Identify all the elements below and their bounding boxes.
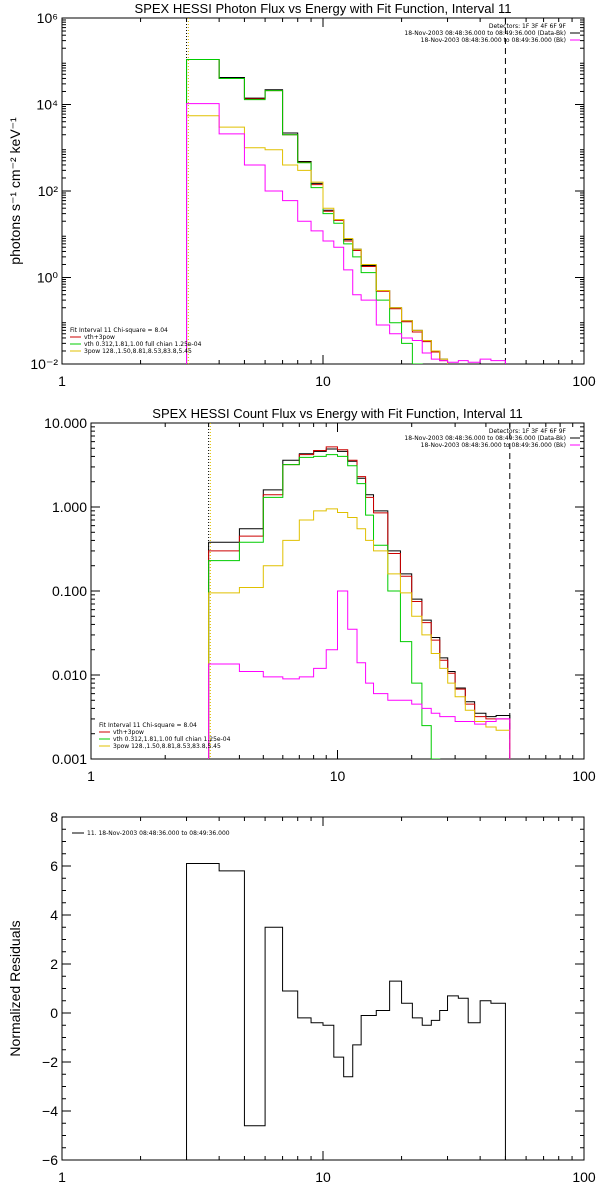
legend-entry: 18-Nov-2003 08:48:36.000 to 08:49:36.000…: [404, 30, 566, 37]
y-tick-label: −4: [42, 1103, 58, 1119]
series-4-line: [208, 590, 511, 759]
y-tick-label: 10⁶: [37, 10, 58, 26]
legend-entry: 11. 18-Nov-2003 08:48:36.000 to 08:49:36…: [87, 830, 230, 837]
legend-entry: 18-Nov-2003 08:48:36.000 to 08:49:36.000…: [421, 442, 566, 449]
y-tick-label: −6: [42, 1152, 58, 1168]
count-flux-panel: SPEX HESSI Count Flux vs Energy with Fit…: [44, 406, 596, 784]
series-3-line: [208, 508, 511, 759]
x-tick-label: 10: [315, 373, 331, 389]
series-3-line: [186, 115, 449, 364]
y-tick-label: 6: [50, 858, 58, 874]
photon-flux-panel: SPEX HESSI Photon Flux vs Energy with Fi…: [7, 1, 596, 389]
chart-title: SPEX HESSI Photon Flux vs Energy with Fi…: [135, 1, 512, 16]
fit-legend-entry: vth 0.312,1.81,1.00 full chian 1.25e-04: [113, 736, 231, 743]
y-tick-label: 0.010: [52, 667, 87, 683]
x-tick-label: 1: [58, 1169, 66, 1185]
x-tick-label: 10: [315, 1169, 331, 1185]
fit-legend-entry: vth+3pow: [113, 729, 144, 736]
y-axis-label: Normalized Residuals: [7, 920, 23, 1056]
fit-legend-entry: vth+3pow: [84, 334, 115, 341]
chart-title: SPEX HESSI Count Flux vs Energy with Fit…: [152, 406, 522, 421]
y-tick-label: 10⁴: [36, 97, 58, 113]
fit-legend-entry: 3pow 128.,1.50,8.81,8.53,83.8,5.45: [113, 743, 221, 750]
series-0-line: [208, 448, 511, 759]
series-2-line: [186, 58, 423, 364]
y-tick-label: 8: [50, 809, 58, 825]
series-1-line: [186, 58, 449, 364]
fit-legend-entry: Fit Interval 11 Chi-square = 8.04: [99, 722, 197, 729]
x-tick-label: 10: [330, 768, 346, 784]
series-0-line: [186, 863, 506, 1160]
legend-entry: 18-Nov-2003 08:48:36.000 to 08:49:36.000…: [404, 435, 566, 442]
y-tick-label: 10.000: [44, 415, 87, 431]
legend-entry: Detectors: 1F 3F 4F 6F 9F: [489, 23, 567, 30]
series-1-line: [208, 446, 511, 759]
y-tick-label: 10⁻²: [30, 356, 58, 372]
residuals-panel: Normalized Residuals 1 10 100 −6 −4 −2 0 2 4 6 8 11.…: [7, 809, 596, 1185]
series-2-line: [208, 454, 441, 759]
y-axis-label: photons s⁻¹ cm⁻² keV⁻¹: [7, 117, 23, 265]
legend-entry: 18-Nov-2003 08:48:36.000 to 08:49:36.000…: [421, 37, 566, 44]
y-tick-label: −2: [42, 1054, 58, 1070]
y-tick-label: 0.100: [52, 583, 87, 599]
x-tick-label: 100: [572, 768, 596, 784]
y-tick-label: 1.000: [52, 499, 87, 515]
series-0-line: [186, 58, 449, 364]
y-tick-label: 2: [50, 956, 58, 972]
y-tick-label: 10⁰: [37, 270, 59, 286]
x-tick-label: 1: [58, 373, 66, 389]
fit-legend-entry: Fit Interval 11 Chi-square = 8.04: [70, 327, 168, 334]
fit-legend-entry: vth 0.312,1.81,1.00 full chian 1.25e-04: [84, 341, 202, 348]
x-tick-label: 1: [87, 768, 95, 784]
y-tick-label: 4: [50, 907, 58, 923]
legend-entry: Detectors: 1F 3F 4F 6F 9F: [489, 428, 567, 435]
series-4-line: [186, 103, 506, 364]
x-tick-label: 100: [572, 373, 596, 389]
y-tick-label: 0: [50, 1005, 58, 1021]
y-tick-label: 0.001: [52, 751, 87, 767]
y-tick-label: 10²: [38, 183, 59, 199]
fit-legend-entry: 3pow 128.,1.50,8.81,8.53,83.8,5.45: [84, 348, 192, 355]
x-tick-label: 100: [572, 1169, 596, 1185]
